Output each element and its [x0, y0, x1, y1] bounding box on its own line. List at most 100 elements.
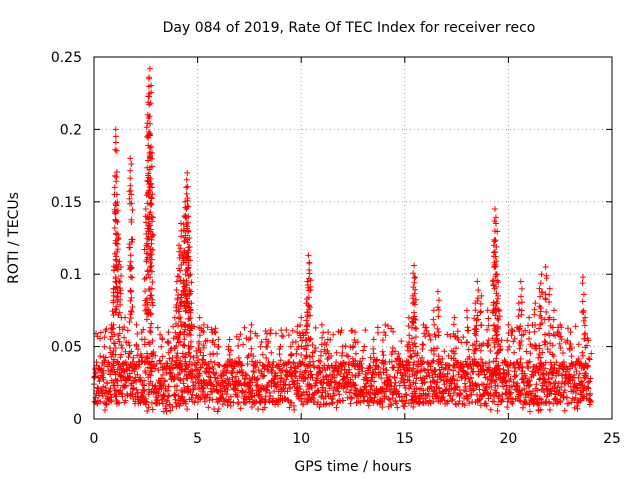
data-point — [426, 359, 433, 366]
data-point — [146, 130, 153, 137]
x-tick-label: 10 — [292, 431, 310, 447]
data-point — [541, 389, 548, 396]
data-point — [538, 289, 545, 296]
data-point — [122, 348, 129, 355]
data-point — [177, 376, 184, 383]
data-point — [145, 99, 152, 106]
data-point — [511, 335, 518, 342]
data-point — [435, 297, 442, 304]
data-point — [417, 361, 424, 368]
data-point — [563, 394, 570, 401]
data-point — [129, 274, 136, 281]
data-point — [564, 325, 571, 332]
data-point — [148, 256, 155, 263]
data-point — [288, 352, 295, 359]
data-point — [537, 375, 544, 382]
data-point — [505, 330, 512, 337]
data-point — [184, 195, 191, 202]
data-point — [263, 355, 270, 362]
data-point — [185, 228, 192, 235]
data-point — [331, 392, 338, 399]
data-point — [111, 184, 118, 191]
data-point — [371, 356, 378, 363]
data-point — [128, 200, 135, 207]
data-point — [298, 351, 305, 358]
data-point — [316, 368, 323, 375]
data-point — [309, 374, 316, 381]
data-point — [379, 348, 386, 355]
data-point — [428, 347, 435, 354]
data-point — [173, 287, 180, 294]
data-point — [115, 235, 122, 241]
data-point — [317, 369, 324, 376]
data-point — [464, 395, 471, 402]
data-point — [486, 359, 493, 366]
data-point — [430, 316, 437, 323]
data-point — [215, 336, 222, 343]
data-point — [166, 392, 173, 399]
data-point — [187, 288, 194, 295]
data-point — [386, 396, 393, 403]
data-point — [449, 376, 456, 383]
data-point — [516, 328, 523, 335]
data-point — [352, 362, 359, 369]
data-point — [276, 351, 283, 358]
data-point — [349, 327, 356, 334]
data-point — [572, 323, 579, 330]
data-point — [165, 383, 172, 390]
data-point — [126, 188, 133, 195]
data-point — [338, 362, 345, 369]
data-point — [165, 349, 172, 356]
data-point — [315, 357, 322, 364]
data-point — [473, 382, 480, 389]
data-point — [579, 274, 586, 281]
data-point — [241, 376, 248, 383]
data-point — [177, 357, 184, 364]
data-point — [484, 307, 491, 314]
data-point — [96, 335, 103, 342]
data-point — [122, 397, 129, 404]
data-point — [113, 178, 120, 185]
data-point — [515, 300, 522, 307]
data-point — [176, 363, 183, 370]
data-point — [128, 380, 135, 387]
data-point — [388, 325, 395, 332]
data-point — [159, 364, 166, 371]
data-point — [550, 331, 557, 338]
data-point — [174, 354, 181, 361]
data-point — [560, 359, 567, 366]
y-tick-label: 0.15 — [51, 195, 82, 211]
data-point — [403, 392, 410, 399]
data-point — [184, 324, 191, 331]
data-point — [147, 100, 154, 107]
data-point — [280, 385, 287, 392]
data-point — [585, 362, 592, 369]
data-point — [184, 303, 191, 310]
data-point — [100, 354, 107, 361]
data-point — [93, 362, 100, 369]
data-point — [298, 398, 305, 405]
data-point — [220, 372, 227, 379]
x-tick-label: 5 — [193, 431, 202, 447]
data-point — [582, 330, 589, 337]
data-point — [147, 209, 154, 216]
data-point — [582, 314, 589, 321]
data-point — [165, 393, 172, 400]
data-point — [538, 319, 545, 326]
data-point — [157, 360, 164, 367]
data-point — [491, 264, 498, 271]
data-point — [561, 387, 568, 394]
data-point — [319, 384, 326, 391]
data-point — [149, 214, 156, 221]
data-point — [325, 354, 332, 361]
data-point — [249, 379, 256, 386]
data-point — [122, 359, 129, 366]
data-point — [345, 353, 352, 360]
data-point — [165, 340, 172, 347]
data-point — [95, 392, 102, 399]
data-point — [517, 323, 524, 330]
data-point — [160, 382, 167, 389]
data-point — [520, 379, 527, 386]
data-point — [513, 372, 520, 379]
data-point — [543, 383, 550, 390]
